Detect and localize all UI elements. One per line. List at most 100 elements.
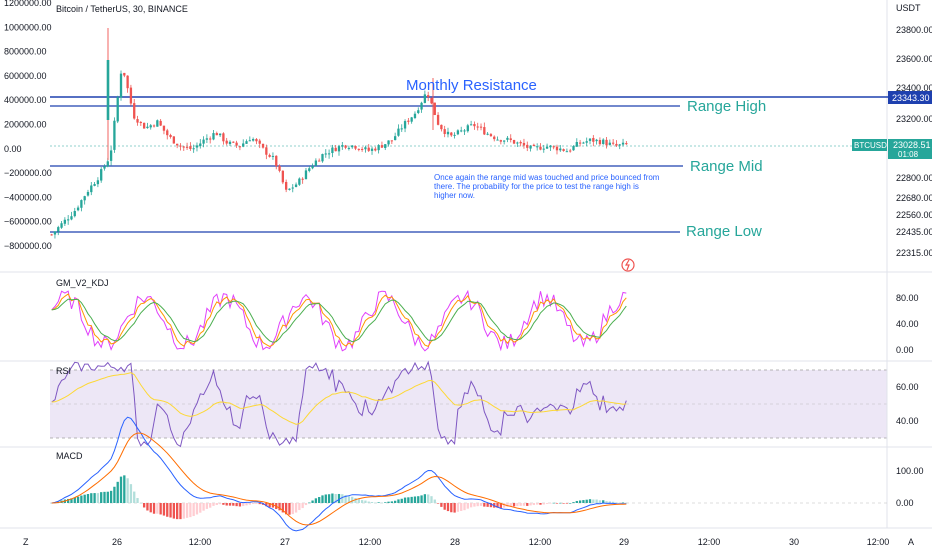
candle-body <box>427 95 430 98</box>
macd-histogram-bar <box>152 503 156 514</box>
candle-body <box>516 142 519 144</box>
macd-histogram-bar <box>83 494 86 503</box>
macd-histogram-bar <box>116 481 119 503</box>
macd-histogram-bar <box>235 503 238 507</box>
left-axis-tick: −400000.00 <box>4 192 52 202</box>
macd-histogram-bar <box>284 503 288 515</box>
candle-body <box>466 125 469 132</box>
macd-histogram-bar <box>169 503 172 518</box>
candle-body <box>278 165 281 171</box>
candle-body <box>473 124 476 127</box>
candle-body <box>298 178 301 185</box>
left-axis-tick: 200000.00 <box>4 120 47 130</box>
candle-body <box>67 219 70 221</box>
macd-histogram-bar <box>294 503 298 513</box>
candle-body <box>509 138 512 140</box>
candle-body <box>80 200 83 208</box>
macd-histogram-bar <box>166 503 169 517</box>
zoom-icon[interactable]: Z <box>23 537 29 547</box>
time-axis-tick: 12:00 <box>189 537 212 547</box>
macd-histogram-bar <box>450 503 453 513</box>
macd-histogram-bar <box>559 502 562 504</box>
macd-histogram-bar <box>360 500 364 503</box>
macd-histogram-bar <box>370 501 374 503</box>
macd-histogram-bar <box>146 503 149 511</box>
macd-histogram-bar <box>202 503 205 511</box>
candle-body <box>169 134 172 138</box>
macd-histogram-bar <box>304 503 308 506</box>
candle-body <box>360 148 364 150</box>
macd-tick-100: 100.00 <box>896 466 924 476</box>
macd-histogram-bar <box>403 497 407 503</box>
rsi-ma-line <box>51 372 627 425</box>
candle-body <box>384 144 387 148</box>
macd-histogram-bar <box>592 499 595 503</box>
macd-histogram-bar <box>321 495 324 503</box>
macd-tick-0: 0.00 <box>896 498 914 508</box>
price-axis: 23800.00 23600.00 23400.00 23200.00 22800.00… <box>896 25 932 258</box>
price-axis-tick: 22315.00 <box>896 248 932 258</box>
kdj-title: GM_V2_KDJ <box>56 278 109 288</box>
candle-body <box>532 144 536 147</box>
macd-histogram-bar <box>605 501 608 503</box>
macd-histogram-bar <box>199 503 202 513</box>
candle-body <box>380 145 384 148</box>
time-axis-tick: 29 <box>619 537 629 547</box>
candle-body <box>57 227 60 232</box>
candle-body <box>479 126 483 128</box>
macd-histogram-bar <box>327 494 331 503</box>
candle-body <box>370 148 374 151</box>
candle-body <box>113 120 116 150</box>
time-axis-tick: 28 <box>450 537 460 547</box>
macd-histogram-bar <box>278 503 281 511</box>
macd-histogram-bar <box>536 503 539 505</box>
price-axis-tick: 22680.00 <box>896 193 932 203</box>
macd-histogram-bar <box>271 503 275 508</box>
candle-body <box>545 146 549 149</box>
macd-histogram-bar <box>113 486 116 503</box>
macd-histogram-bar <box>516 503 519 507</box>
candle-body <box>311 166 314 169</box>
macd-histogram-bar <box>420 495 423 503</box>
kdj-series <box>51 289 627 352</box>
macd-histogram-bar <box>133 491 136 503</box>
rsi-band <box>50 370 887 438</box>
macd-histogram-bar <box>80 495 83 503</box>
kdj-tick-0: 0.00 <box>896 345 914 355</box>
price-axis-tick: 23200.00 <box>896 114 932 124</box>
macd-histogram-bar <box>440 503 443 507</box>
macd-histogram-bar <box>324 494 327 503</box>
candle-body <box>463 130 466 132</box>
candle-body <box>592 137 595 142</box>
time-axis-tick: 12:00 <box>698 537 721 547</box>
macd-histogram-bar <box>251 503 255 504</box>
auto-scale-icon[interactable]: A <box>908 537 914 547</box>
macd-histogram-bar <box>602 500 605 503</box>
candle-body <box>334 147 337 152</box>
candle-body <box>506 137 509 140</box>
candle-body <box>251 139 255 141</box>
macd-histogram-bar <box>215 503 218 506</box>
candle-body <box>400 128 403 130</box>
candle-body <box>301 178 304 180</box>
macd-histogram-bar <box>598 500 602 503</box>
candle-body <box>314 160 318 166</box>
macd-histogram-bar <box>318 497 321 503</box>
candle-body <box>76 207 80 211</box>
candle-body <box>562 149 565 151</box>
kdj-tick-80: 80.00 <box>896 293 919 303</box>
macd-histogram-bar <box>162 503 166 516</box>
candle-body <box>397 128 400 136</box>
alert-icon[interactable] <box>621 258 635 272</box>
rsi-tick-60: 60.00 <box>896 382 919 392</box>
candle-body <box>248 140 251 142</box>
candle-body <box>529 145 532 149</box>
candle-body <box>393 136 397 141</box>
candle-body <box>605 139 608 146</box>
candle-body <box>453 134 456 136</box>
candle-body <box>133 103 136 119</box>
candle-body <box>460 130 463 132</box>
candle-body <box>288 188 291 190</box>
macd-histogram-bar <box>466 503 469 509</box>
candle-body <box>103 166 106 169</box>
